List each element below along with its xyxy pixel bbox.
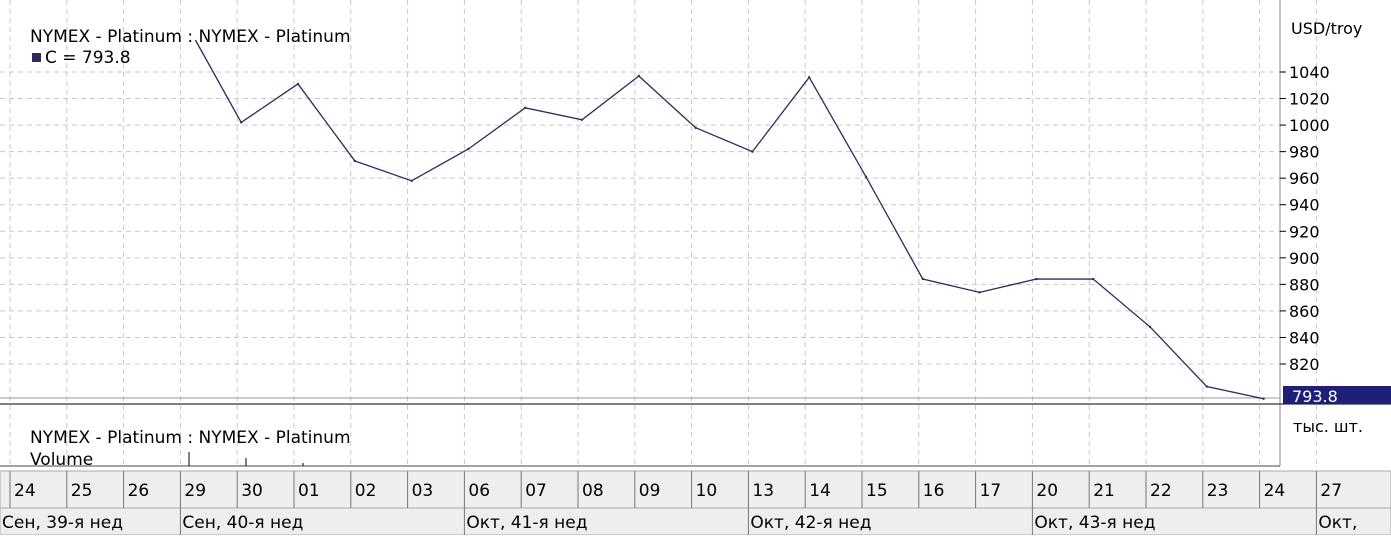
week-label: Окт, 43-я нед	[1034, 513, 1155, 533]
y-tick-label: 820	[1289, 355, 1320, 374]
x-tick-label: 29	[184, 481, 206, 501]
series-point	[1262, 397, 1265, 400]
week-label: Окт, 41-я нед	[466, 513, 587, 533]
x-tick-label: 23	[1207, 481, 1229, 501]
volume-unit-label: тыс. шт.	[1293, 417, 1363, 436]
series-point	[751, 150, 754, 153]
x-tick-label: 21	[1093, 481, 1115, 501]
x-tick-label: 30	[241, 481, 263, 501]
x-tick-label: 07	[525, 481, 547, 501]
last-value-label: 793.8	[1292, 387, 1338, 406]
series-point	[467, 147, 470, 151]
series-point	[296, 82, 300, 86]
series-point	[353, 159, 356, 163]
x-tick-label: 02	[355, 481, 377, 501]
x-axis-background	[0, 470, 1391, 536]
series-point	[637, 74, 640, 78]
y-tick-label: 940	[1289, 196, 1320, 215]
series-point	[524, 106, 527, 110]
y-axis-unit-label: USD/troy	[1291, 19, 1362, 38]
series-point	[1148, 325, 1152, 329]
price-panel-title: NYMEX - Platinum : NYMEX - Platinum	[30, 27, 351, 47]
x-tick-label: 22	[1150, 481, 1172, 501]
x-tick-label: 17	[980, 481, 1002, 501]
volume-series	[188, 452, 304, 466]
series-point	[1035, 277, 1038, 281]
x-tick-label: 16	[923, 481, 945, 501]
x-axis-week-labels: Сен, 39-я нед Сен, 40-я нед Окт, 41-я нед О…	[2, 508, 1357, 535]
y-tick-label: 860	[1289, 302, 1320, 321]
series-point	[580, 118, 584, 121]
x-tick-label: 10	[696, 481, 718, 501]
x-tick-label: 14	[809, 481, 831, 501]
y-tick-label: 840	[1289, 328, 1320, 347]
week-label: Сен, 39-я нед	[2, 513, 123, 533]
series-lead-in	[194, 39, 242, 123]
series-point	[240, 121, 243, 124]
y-tick-label: 900	[1289, 249, 1320, 268]
y-tick-label: 1040	[1289, 63, 1330, 82]
volume-legend-label: Volume	[30, 450, 93, 470]
series-point	[808, 76, 811, 79]
x-tick-label: 08	[582, 481, 604, 501]
x-tick-label: 09	[639, 481, 661, 501]
x-tick-label: 03	[412, 481, 434, 501]
x-axis-band	[0, 470, 1391, 536]
series-point	[1205, 385, 1209, 388]
y-tick-label: 960	[1289, 169, 1320, 188]
x-tick-label: 20	[1036, 481, 1058, 501]
last-value-badge	[1283, 386, 1391, 404]
series-point	[694, 126, 697, 129]
x-tick-label: 01	[298, 481, 320, 501]
y-axis-ticks: 820 840 860 880 900 920 940 960 980 1000 1020 1040	[1280, 63, 1330, 374]
x-tick-label: 26	[128, 481, 150, 501]
week-label: Сен, 40-я нед	[182, 513, 303, 533]
price-series	[194, 39, 1265, 400]
series-point	[978, 291, 981, 294]
series-point	[410, 179, 413, 183]
series-point	[921, 277, 924, 281]
series-point	[864, 175, 868, 179]
x-tick-label: 06	[468, 481, 490, 501]
week-label: Окт, 42-я нед	[750, 513, 871, 533]
y-tick-label: 1000	[1289, 116, 1330, 135]
x-tick-label: 15	[866, 481, 888, 501]
x-tick-label: 27	[1320, 481, 1342, 501]
legend-swatch	[32, 53, 41, 62]
x-tick-label: 24	[1264, 481, 1286, 501]
grid	[0, 0, 1391, 467]
week-label: Окт,	[1318, 513, 1357, 533]
y-tick-label: 980	[1289, 143, 1320, 162]
x-tick-label: 25	[71, 481, 93, 501]
x-axis-ticks: 24 25 26 29 30 01 02 03 06 07 08 09 10 13 14 15 16 17 20 21…	[9, 471, 1342, 508]
y-tick-label: 920	[1289, 222, 1320, 241]
legend-label: C = 793.8	[45, 48, 131, 68]
volume-panel-title: NYMEX - Platinum : NYMEX - Platinum	[30, 428, 351, 448]
y-tick-label: 880	[1289, 275, 1320, 294]
x-tick-label: 24	[14, 481, 36, 501]
x-tick-label: 13	[752, 481, 774, 501]
series-point	[1092, 277, 1095, 281]
y-tick-label: 1020	[1289, 90, 1330, 109]
